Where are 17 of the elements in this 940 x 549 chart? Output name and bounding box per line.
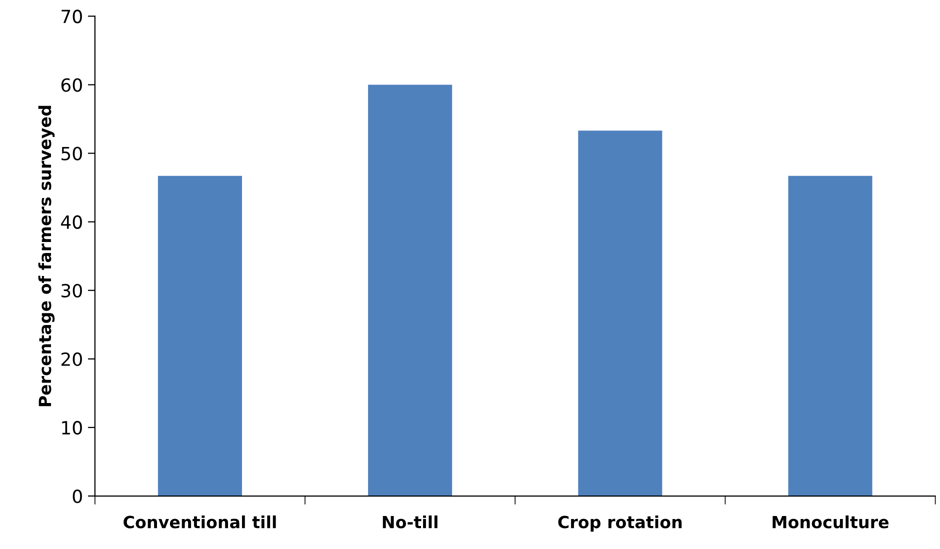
bar — [368, 84, 452, 496]
y-tick-label: 10 — [62, 420, 82, 435]
y-axis-title: Percentage of farmers surveyed — [38, 106, 55, 406]
bar — [788, 176, 872, 496]
x-tick-label: No-till — [382, 515, 438, 528]
x-tick-label: Conventional till — [124, 515, 276, 528]
bar — [578, 130, 662, 496]
y-tick-label: 0 — [72, 489, 82, 504]
y-tick-label: 40 — [61, 215, 82, 229]
x-tick-label: Crop rotation — [558, 515, 682, 532]
y-tick-label: 50 — [62, 146, 82, 160]
x-tick-label: Monoculture — [772, 515, 889, 528]
y-tick-label: 60 — [61, 78, 82, 92]
y-tick-label: 20 — [61, 352, 82, 366]
y-tick-label: 30 — [62, 284, 82, 298]
y-tick-label: 70 — [62, 10, 82, 24]
bar — [158, 176, 242, 496]
